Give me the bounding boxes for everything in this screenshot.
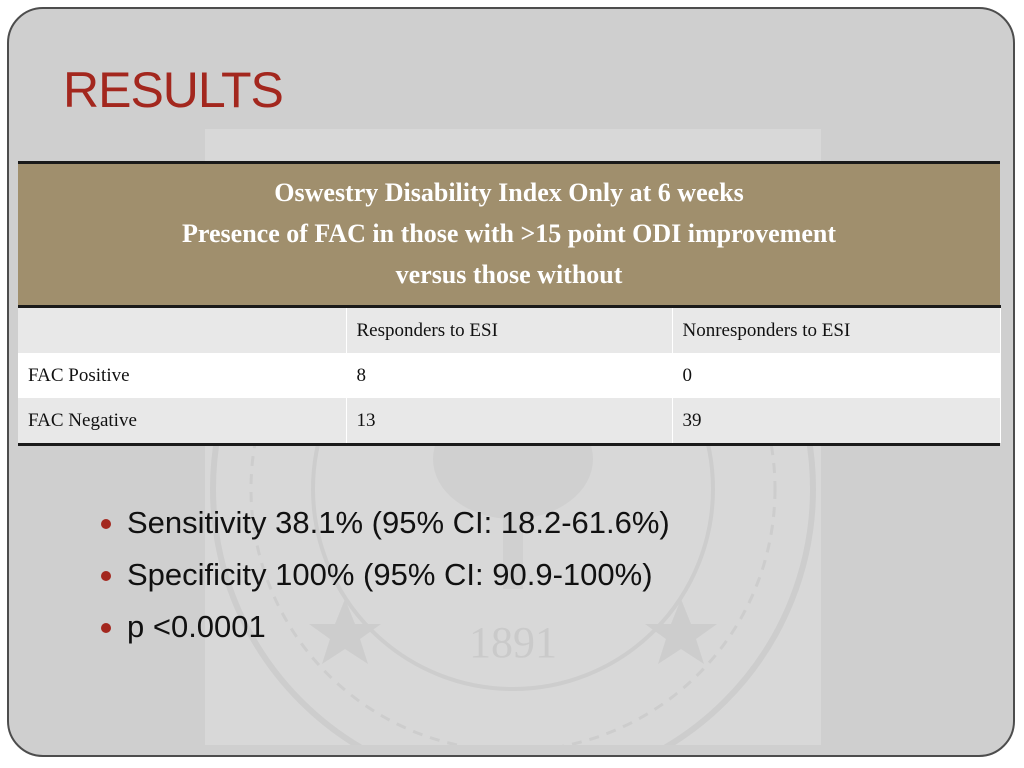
bullet-text: p <0.0001 [127, 609, 266, 644]
table-cell: 0 [672, 353, 1001, 398]
table-column-header-row: Responders to ESI Nonresponders to ESI [18, 306, 1001, 353]
seal-year: 1891 [469, 618, 557, 667]
column-header-blank [18, 306, 347, 353]
row-label: FAC Negative [18, 398, 347, 443]
table-cell: 8 [346, 353, 673, 398]
slide: 1891 RESULTS Oswestry Disability Index O… [7, 7, 1015, 757]
bullet-text: Sensitivity 38.1% (95% CI: 18.2-61.6%) [127, 505, 670, 540]
slide-title: RESULTS [63, 62, 284, 118]
table-title-row: Oswestry Disability Index Only at 6 week… [18, 164, 1001, 308]
stats-bullet-list: Sensitivity 38.1% (95% CI: 18.2-61.6%) S… [99, 497, 670, 653]
bullet-text: Specificity 100% (95% CI: 90.9-100%) [127, 557, 653, 592]
bullet-dot-icon [101, 623, 111, 633]
table-row: FAC Positive 8 0 [18, 353, 1001, 398]
table-title-line-3: versus those without [395, 260, 623, 289]
list-item: p <0.0001 [99, 601, 670, 653]
table-title: Oswestry Disability Index Only at 6 week… [18, 164, 1001, 308]
list-item: Sensitivity 38.1% (95% CI: 18.2-61.6%) [99, 497, 670, 549]
table-title-line-1: Oswestry Disability Index Only at 6 week… [274, 178, 744, 207]
table-title-line-2: Presence of FAC in those with >15 point … [182, 219, 836, 248]
table-cell: 39 [672, 398, 1001, 443]
results-table-container: Oswestry Disability Index Only at 6 week… [18, 161, 1001, 446]
column-header-nonresponders: Nonresponders to ESI [672, 306, 1001, 353]
column-header-responders: Responders to ESI [346, 306, 673, 353]
results-table: Oswestry Disability Index Only at 6 week… [18, 164, 1001, 443]
bullet-dot-icon [101, 519, 111, 529]
bullet-dot-icon [101, 571, 111, 581]
row-label: FAC Positive [18, 353, 347, 398]
table-cell: 13 [346, 398, 673, 443]
table-row: FAC Negative 13 39 [18, 398, 1001, 443]
list-item: Specificity 100% (95% CI: 90.9-100%) [99, 549, 670, 601]
